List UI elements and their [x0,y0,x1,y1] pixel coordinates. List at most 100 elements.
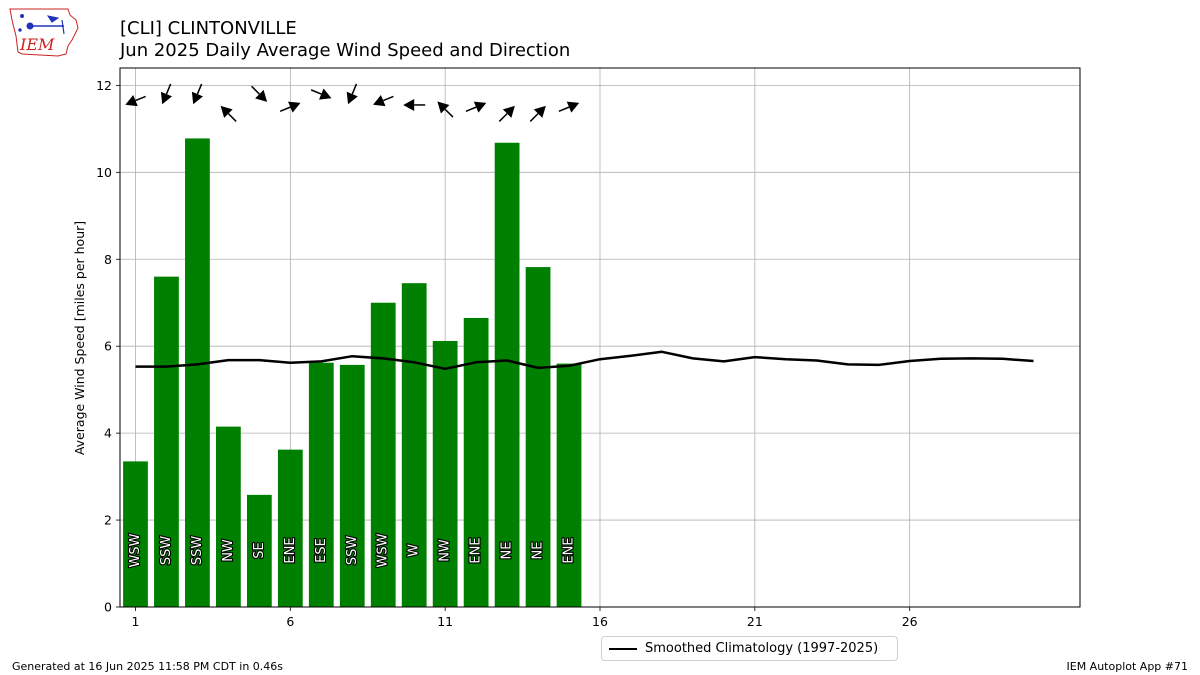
x-tick-label: 16 [592,614,608,629]
y-tick-label: 0 [104,600,112,615]
direction-labels: WSW SSW SSW NW SE ENE ESE SSW WSW W NW ENE NE NE ENE [127,532,578,568]
wind-arrow-head [473,101,487,113]
wind-arrow-shaft [279,106,291,113]
wind-arrow-day-12 [465,101,487,113]
wind-arrow-day-5 [251,85,268,102]
wind-arrow-day-6 [279,101,301,113]
direction-label-day-7: ESE [314,538,329,563]
wind-arrow-head [373,95,386,107]
direction-label-day-4: NW [221,539,236,562]
wind-arrow-day-8 [346,83,358,105]
wind-arrow-day-15 [558,101,580,113]
bar-day-3 [185,138,210,608]
bar-day-13 [494,142,520,607]
wind-arrow-day-13 [498,105,515,122]
direction-label-day-8: SSW [345,536,360,566]
wind-arrow-shaft [310,89,322,95]
x-tick-label: 6 [286,614,294,629]
wind-arrow-head [566,101,580,113]
wind-arrow-day-1 [125,95,146,107]
bar-day-9 [370,302,396,607]
bar-day-12 [463,317,489,607]
wind-arrow-day-3 [191,83,203,105]
legend-line-swatch [609,648,637,650]
wind-arrow-day-4 [220,105,237,122]
x-tick-label: 21 [747,614,763,629]
bar-day-8 [339,364,365,607]
y-tick-label: 4 [104,426,112,441]
y-tick-label: 8 [104,252,112,267]
iem-logo: IEM [9,8,79,57]
wind-arrow-shaft [498,113,508,122]
footer-generated: Generated at 16 Jun 2025 11:58 PM CDT in… [12,660,284,673]
y-tick-label: 6 [104,339,112,354]
wind-arrow-shaft [227,113,237,122]
wind-arrow-head [220,105,233,118]
wind-arrow-head [403,98,415,111]
wind-arrow-day-7 [310,88,332,100]
direction-label-day-5: SE [252,542,267,558]
bar-day-1 [123,461,148,607]
chart-title: [CLI] CLINTONVILLE [120,18,297,39]
wind-arrow-head [318,88,332,100]
direction-label-day-11: NW [438,539,453,562]
direction-label-day-9: WSW [376,533,391,567]
wind-arrow-head [346,91,358,105]
direction-label-day-2: SSW [159,536,174,566]
wind-arrow-shaft [529,113,539,122]
wind-arrow-shaft [165,83,172,95]
logo-weather-icon [18,14,65,35]
climatology-line [135,350,1034,371]
chart-subtitle: Jun 2025 Daily Average Wind Speed and Di… [120,40,571,61]
bar-day-11 [432,340,458,607]
y-tick-label: 2 [104,513,112,528]
bar-day-7 [308,362,334,607]
wind-arrow-day-11 [437,101,454,118]
bar-day-2 [154,276,179,607]
x-tick-label: 1 [132,614,140,629]
wind-arrow-head [437,101,450,114]
wind-arrow-day-10 [403,98,426,111]
legend-label: Smoothed Climatology (1997-2025) [645,641,879,656]
bar-day-15 [556,363,582,607]
wind-arrow-shaft [135,95,146,102]
footer-app-id: IEM Autoplot App #71 [1066,660,1189,673]
direction-label-day-3: SSW [190,536,205,566]
x-tick-label: 11 [437,614,453,629]
bar-day-5 [246,494,272,607]
direction-arrows [125,83,580,122]
wind-arrow-head [125,95,138,107]
wind-arrow-head [288,101,301,113]
wind-arrow-day-9 [373,95,394,107]
y-axis-label: Average Wind Speed [miles per hour] [72,221,87,455]
wind-arrow-shaft [251,85,260,95]
direction-label-day-12: ENE [469,537,484,563]
logo-text: IEM [19,35,55,54]
logo-state-outline-icon [9,8,79,57]
direction-label-day-1: WSW [128,533,143,567]
wind-arrow-head [533,105,546,118]
y-tick-label: 12 [96,78,112,93]
direction-label-day-10: W [407,544,422,557]
wind-arrow-shaft [465,106,477,113]
climatology-series [135,350,1034,371]
wind-arrow-head [255,89,268,102]
wind-arrow-day-2 [160,83,172,105]
wind-arrow-head [502,105,515,118]
direction-label-day-13: NE [500,542,515,560]
wind-arrow-shaft [196,83,203,95]
wind-arrow-day-14 [529,105,546,122]
y-tick-label: 10 [96,165,112,180]
bar-day-10 [401,283,427,607]
wind-arrow-shaft [351,83,358,95]
bar-day-6 [277,449,303,607]
wind-arrow-shaft [558,106,570,113]
direction-label-day-6: ENE [283,537,298,563]
legend: Smoothed Climatology (1997-2025) [601,636,898,661]
wind-arrow-head [191,91,203,105]
wind-arrow-shaft [444,108,454,118]
wind-arrow-shaft [382,95,394,102]
direction-label-day-15: ENE [562,537,577,563]
